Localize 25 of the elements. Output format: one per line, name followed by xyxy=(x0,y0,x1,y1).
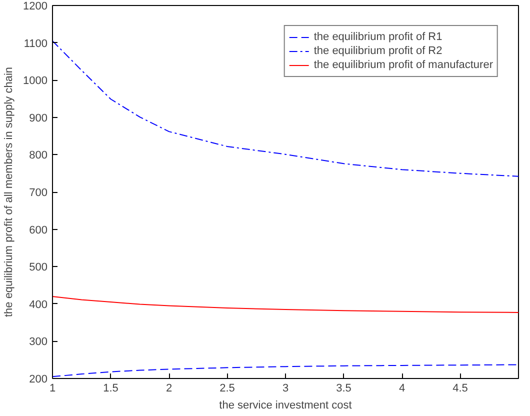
x-tick-label: 2.5 xyxy=(220,382,235,394)
x-tick-label: 3.5 xyxy=(336,382,352,394)
y-tick-label: 600 xyxy=(29,224,48,236)
y-tick-label: 200 xyxy=(29,374,48,386)
y-tick-label: 400 xyxy=(29,298,48,311)
x-tick-label: 4 xyxy=(398,382,406,394)
x-tick-label: 1.5 xyxy=(103,382,118,394)
legend-label: the equilibrium profit of R1 xyxy=(314,30,442,44)
y-tick-label: 1200 xyxy=(23,0,48,12)
x-axis-title: the service investment cost xyxy=(219,400,352,412)
legend-label: the equilibrium profit of R2 xyxy=(314,44,442,58)
y-tick-label: 1100 xyxy=(24,38,48,50)
line-series xyxy=(52,296,518,313)
x-tick-label: 1 xyxy=(49,382,56,394)
y-axis-title: the equilibrium profit of all members in supply chain xyxy=(3,66,16,318)
y-tick-label: 800 xyxy=(29,150,48,162)
x-tick-label: 2 xyxy=(166,382,172,394)
y-tick-label: 900 xyxy=(29,112,48,124)
y-tick-label: 300 xyxy=(29,336,48,348)
y-tick-label: 500 xyxy=(29,262,48,274)
x-tick-label: 3 xyxy=(282,382,289,394)
y-tick-label: 1000 xyxy=(23,75,48,88)
legend-label: the equilibrium profit of manufacturer xyxy=(314,58,493,72)
y-tick-label: 700 xyxy=(29,187,48,199)
x-tick-label: 4.5 xyxy=(452,382,468,394)
